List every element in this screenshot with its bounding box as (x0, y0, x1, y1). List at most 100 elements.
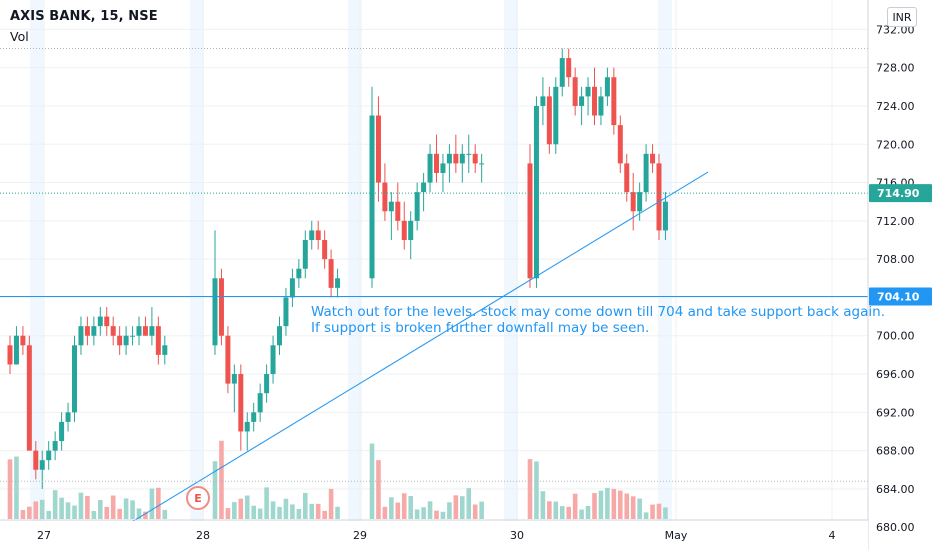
volume-bar (553, 501, 559, 519)
candle-body (598, 96, 604, 116)
volume-bar (136, 508, 142, 519)
volume-bar (547, 501, 552, 519)
earnings-marker-label: E (194, 492, 202, 505)
candle-body (650, 153, 656, 164)
candle-body (440, 163, 446, 173)
volume-bar (408, 496, 413, 519)
candle-body (434, 153, 439, 173)
candle-body (401, 220, 407, 240)
last-price-tag (869, 184, 932, 203)
volume-bar (219, 440, 224, 519)
volume-bar (335, 506, 340, 519)
volume-bar (559, 506, 565, 519)
candle-body (155, 326, 161, 355)
volume-bar (78, 492, 84, 519)
support-price-tag (869, 287, 932, 306)
volume-bar (534, 461, 539, 519)
candle-body (630, 192, 636, 212)
candle-body (65, 412, 71, 422)
volume-bar (39, 499, 45, 519)
trend-line (119, 171, 709, 530)
candle-body (656, 163, 662, 231)
volume-bar (540, 491, 546, 519)
session-band (190, 0, 204, 532)
y-tick-label: 720.00 (876, 138, 915, 151)
candle-body (533, 105, 539, 279)
volume-bar (91, 511, 97, 519)
y-tick-label: 688.00 (876, 445, 915, 458)
volume-label: Vol (10, 29, 29, 44)
candle-body (369, 115, 375, 279)
candle-body (328, 259, 334, 288)
candle-body (624, 163, 630, 193)
candle-body (315, 230, 321, 240)
y-tick-label: 724.00 (876, 100, 915, 113)
volume-bar (309, 503, 315, 519)
candle-body (662, 201, 668, 231)
volume-bar (27, 506, 32, 519)
volume-bar (225, 508, 231, 519)
volume-bar (322, 510, 327, 519)
chart-header: AXIS BANK, 15, NSE Vol (10, 9, 158, 44)
candle-body (395, 201, 401, 221)
session-band (658, 0, 672, 532)
candle-body (479, 163, 485, 165)
earnings-marker[interactable]: E (186, 486, 210, 510)
volume-bar (472, 504, 478, 519)
volume-bar (296, 509, 302, 519)
volume-bar (414, 509, 420, 519)
volume-bar (382, 506, 388, 519)
volume-bar (434, 510, 439, 519)
candle-body (289, 278, 295, 298)
annotation-line-1: Watch out for the levels. stock may come… (311, 304, 886, 320)
currency-button[interactable]: INR (887, 7, 917, 27)
x-tick-label: 28 (196, 529, 210, 542)
volume-bar (630, 496, 636, 519)
volume-bar (251, 505, 256, 519)
volume-bar (72, 505, 77, 519)
x-tick-label: 29 (353, 529, 367, 542)
candle-body (78, 326, 84, 346)
candle-body (251, 412, 257, 422)
candle-body (375, 115, 381, 183)
x-tick-label: May (665, 529, 688, 542)
candle-body (238, 374, 244, 432)
candle-body (592, 86, 597, 116)
candle-body (459, 153, 465, 164)
candle-body (446, 153, 452, 164)
candle-body (414, 192, 420, 221)
volume-bar (264, 487, 269, 519)
volume-bar (130, 500, 135, 519)
volume-bar (466, 488, 472, 519)
candle-body (84, 326, 90, 336)
volume-bar (156, 487, 161, 519)
x-tick-label: 4 (829, 529, 836, 542)
candle-body (52, 441, 58, 451)
text-annotation[interactable]: Watch out for the levels. stock may come… (311, 304, 885, 336)
candle-body (527, 163, 533, 279)
candle-body (231, 374, 237, 384)
volume-bar (328, 488, 334, 519)
candle-body (309, 230, 315, 240)
volume-bar (20, 509, 26, 519)
symbol-title: AXIS BANK, 15, NSE (10, 9, 158, 24)
y-tick-label: 684.00 (876, 483, 915, 496)
volume-bar (663, 507, 668, 519)
volume-bar (566, 506, 571, 519)
candle-body (335, 278, 341, 288)
time-axis-bg (0, 521, 868, 550)
volume-bar (33, 501, 39, 519)
volume-bar (277, 506, 282, 519)
candle-body (408, 220, 414, 240)
volume-bar (7, 459, 13, 519)
volume-bar (650, 504, 655, 519)
volume-bar (238, 498, 244, 519)
x-tick-label: 30 (510, 529, 524, 542)
volume-bar (572, 493, 578, 519)
volume-bar (244, 495, 250, 519)
candle-body (382, 182, 388, 212)
volume-bar (270, 501, 276, 519)
volume-bar (624, 493, 630, 519)
candle-body (212, 278, 218, 346)
